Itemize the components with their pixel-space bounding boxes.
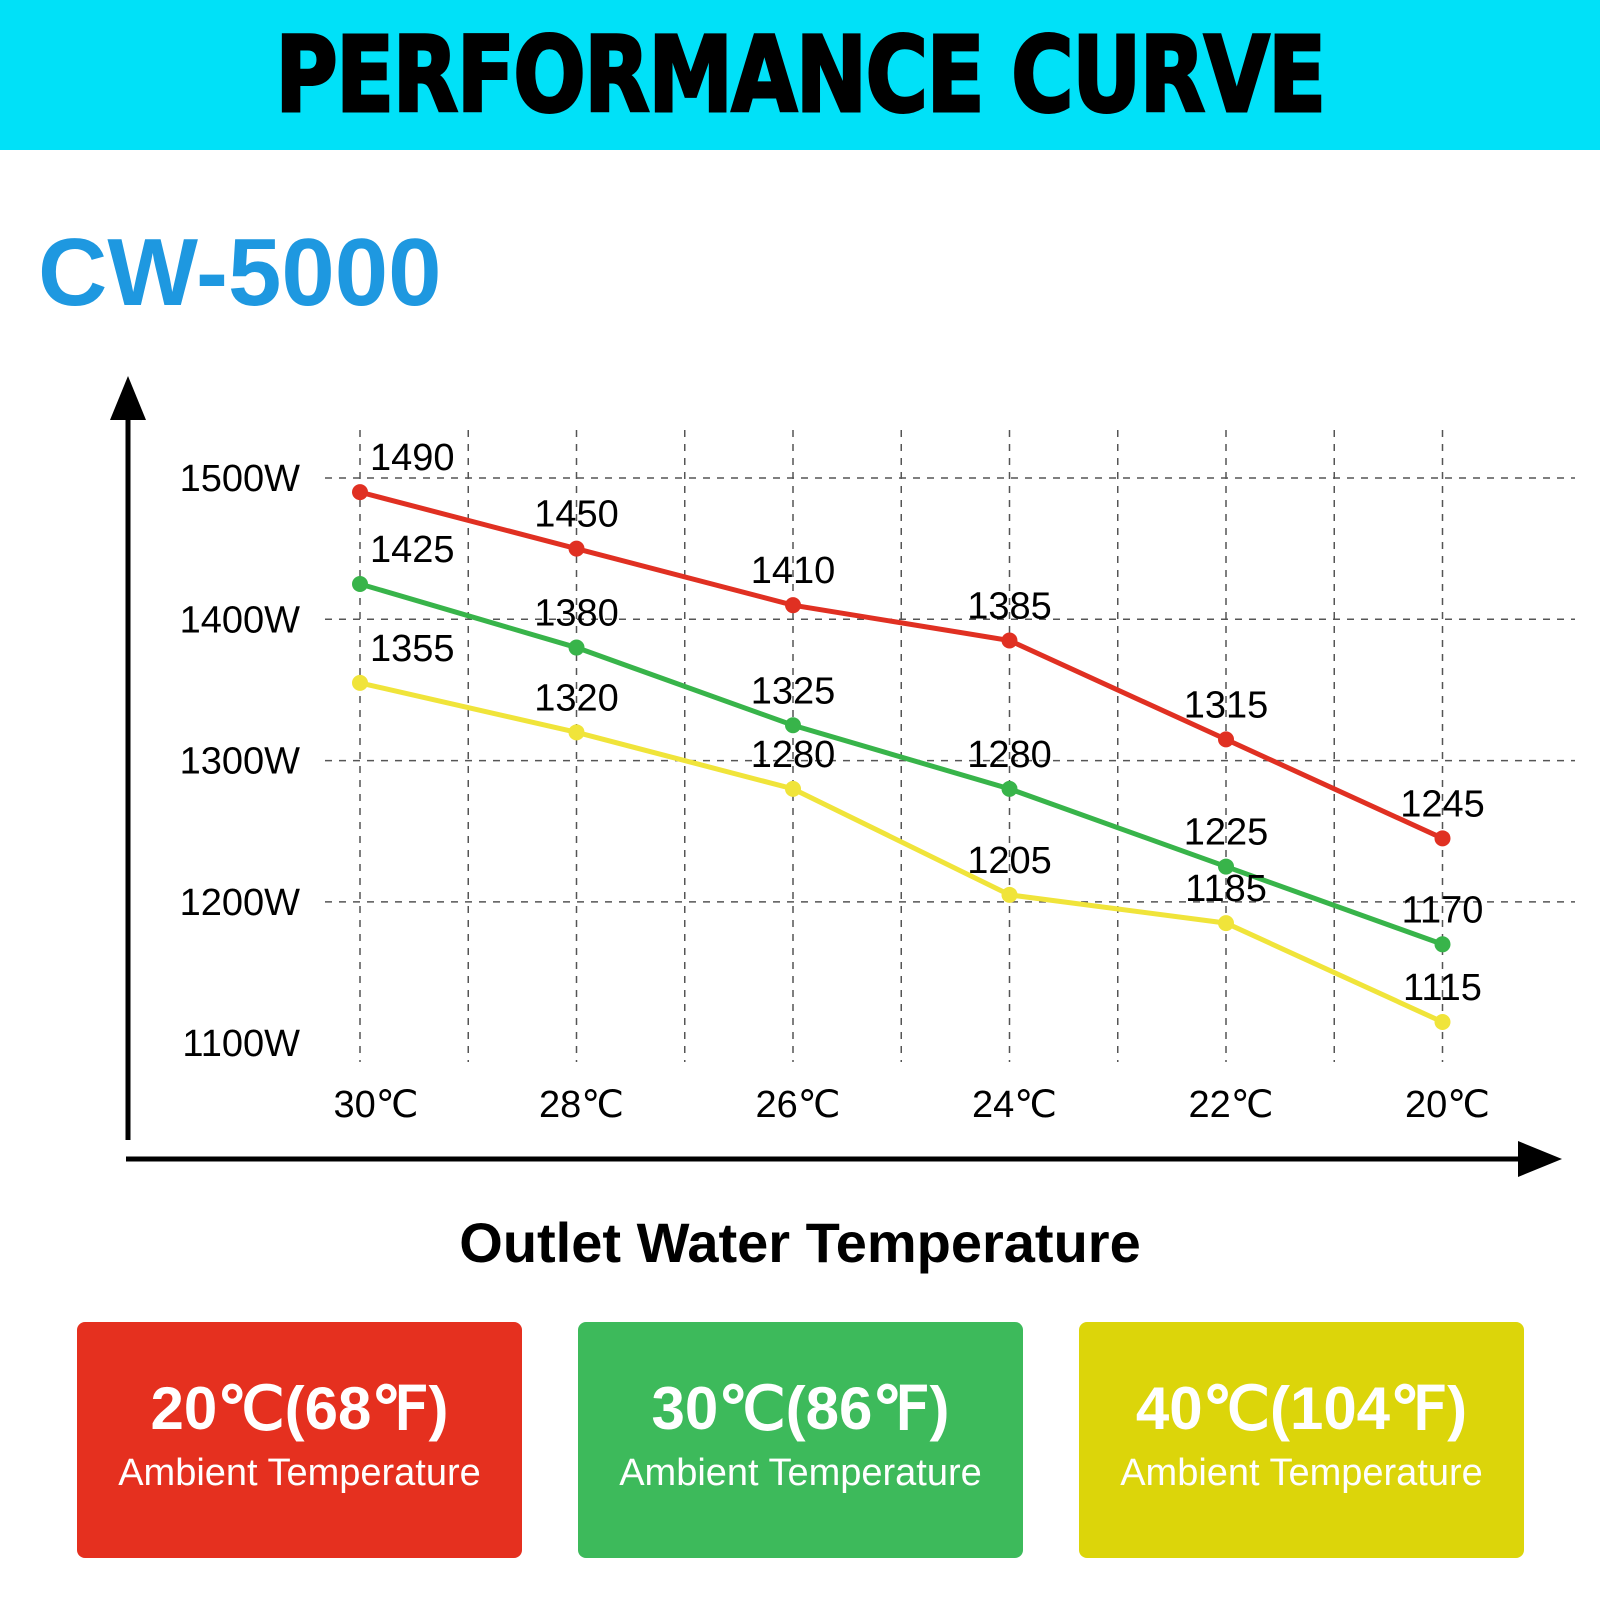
data-point — [352, 484, 368, 501]
data-point — [785, 717, 801, 734]
y-tick-label: 1500W — [180, 458, 301, 500]
data-point — [352, 575, 368, 592]
legend-item-20c: 20℃(68℉) Ambient Temperature — [77, 1322, 522, 1558]
x-tick-label: 28℃ — [539, 1084, 624, 1126]
data-point — [568, 540, 585, 557]
x-tick-label: 26℃ — [756, 1084, 841, 1126]
data-point — [1001, 632, 1018, 649]
data-label: 1355 — [370, 628, 455, 670]
data-label: 1170 — [1402, 889, 1484, 931]
data-point — [1218, 858, 1234, 875]
data-label: 1490 — [370, 437, 455, 479]
data-label: 1225 — [1184, 812, 1269, 854]
data-label: 1245 — [1400, 783, 1485, 825]
data-label: 1410 — [751, 550, 836, 592]
data-point — [568, 724, 585, 741]
data-label: 1185 — [1185, 868, 1267, 910]
y-tick-label: 1300W — [180, 741, 301, 783]
data-point — [1434, 1014, 1451, 1031]
data-label: 1385 — [967, 585, 1052, 627]
tick-labels: 1500W 1400W 1300W 1200W 1100W 30℃ 28℃ 26℃ 24℃ 22℃… — [180, 458, 1490, 1126]
data-point — [1218, 915, 1234, 932]
series-1: 1490 1450 1410 1385 1315 1245 — [352, 437, 1485, 847]
y-tick-label: 1200W — [180, 882, 301, 924]
grid — [325, 430, 1575, 1062]
x-tick-label: 24℃ — [972, 1084, 1057, 1126]
data-label: 1320 — [534, 677, 619, 719]
legend-temp: 20℃(68℉) — [150, 1375, 449, 1442]
data-point — [1434, 830, 1451, 847]
x-tick-label: 30℃ — [334, 1084, 419, 1126]
header-banner: PERFORMANCE CURVE — [0, 0, 1600, 150]
data-point — [785, 780, 801, 797]
series-line — [359, 680, 1444, 1025]
data-label: 1205 — [967, 840, 1052, 882]
data-label: 1280 — [751, 734, 836, 776]
data-label: 1280 — [967, 734, 1052, 776]
data-point — [1434, 936, 1451, 953]
legend-label: Ambient Temperature — [118, 1452, 481, 1494]
series-line — [359, 581, 1444, 947]
page-title: PERFORMANCE CURVE — [274, 13, 1328, 138]
x-axis-arrow — [1518, 1141, 1562, 1177]
data-label: 1380 — [534, 593, 619, 635]
data-point — [1001, 780, 1018, 797]
data-label: 1425 — [370, 529, 455, 571]
data-point — [785, 597, 801, 614]
legend-label: Ambient Temperature — [619, 1452, 982, 1494]
data-point — [1218, 731, 1234, 748]
y-axis-arrow — [110, 376, 146, 420]
y-tick-label: 1400W — [180, 599, 301, 641]
x-axis-label: Outlet Water Temperature — [459, 1211, 1140, 1274]
data-label: 1315 — [1184, 684, 1269, 726]
model-name: CW-5000 — [38, 219, 442, 326]
legend-temp: 30℃(86℉) — [651, 1375, 950, 1442]
x-tick-label: 22℃ — [1189, 1084, 1274, 1126]
axes — [110, 376, 1562, 1177]
legend-temp: 40℃(104℉) — [1135, 1375, 1468, 1442]
data-point — [568, 639, 585, 656]
series-3: 1355 1320 1280 1205 1185 1115 — [352, 628, 1482, 1031]
data-point — [352, 674, 368, 691]
x-tick-label: 20℃ — [1405, 1084, 1490, 1126]
data-label: 1450 — [534, 494, 619, 536]
legend-item-40c: 40℃(104℉) Ambient Temperature — [1079, 1322, 1524, 1558]
legend-item-30c: 30℃(86℉) Ambient Temperature — [578, 1322, 1023, 1558]
data-label: 1325 — [751, 670, 836, 712]
legend-label: Ambient Temperature — [1120, 1452, 1483, 1494]
series-line — [359, 489, 1444, 841]
y-tick-label: 1100W — [182, 1023, 300, 1065]
series: 1490 1450 1410 1385 1315 1245 1425 1380 1325 1280… — [352, 437, 1485, 1031]
data-point — [1001, 886, 1018, 903]
data-label: 1115 — [1403, 967, 1482, 1009]
series-2: 1425 1380 1325 1280 1225 1170 — [352, 529, 1484, 953]
